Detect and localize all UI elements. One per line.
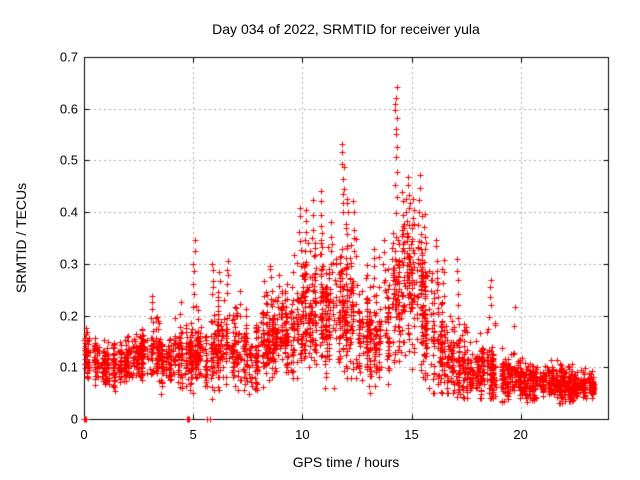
y-tick-label: 0.1 xyxy=(59,359,78,375)
y-tick-label: 0.6 xyxy=(59,101,78,117)
x-tick-label: 0 xyxy=(80,427,88,442)
y-tick-label: 0.5 xyxy=(59,152,78,168)
x-tick-label: 10 xyxy=(295,427,310,442)
y-tick-label: 0 xyxy=(70,411,78,427)
x-tick-label: 15 xyxy=(404,427,419,442)
y-tick-label: 0.3 xyxy=(59,256,78,272)
chart-title: Day 034 of 2022, SRMTID for receiver yul… xyxy=(212,21,480,37)
y-axis-label: SRMTID / TECUs xyxy=(13,182,29,294)
x-tick-label: 20 xyxy=(513,427,528,442)
x-axis-label: GPS time / hours xyxy=(292,454,400,470)
x-tick-label: 5 xyxy=(189,427,197,442)
y-tick-label: 0.4 xyxy=(59,204,78,220)
y-tick-label: 0.2 xyxy=(59,308,78,324)
y-tick-label: 0.7 xyxy=(59,49,78,65)
